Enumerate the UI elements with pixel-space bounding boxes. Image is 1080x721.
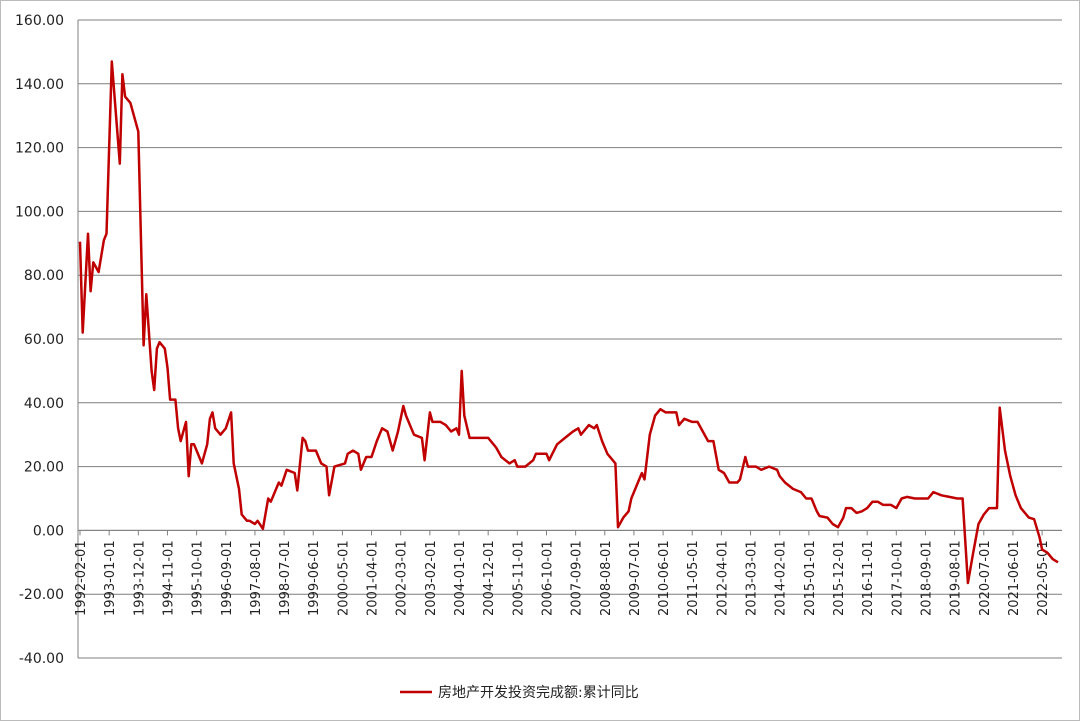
y-tick-label: 120.00 — [15, 141, 64, 157]
x-tick-label: 2017-10-01 — [890, 540, 905, 616]
x-tick-label: 2016-11-01 — [861, 540, 876, 616]
legend-label: 房地产开发投资完成额:累计同比 — [438, 685, 639, 701]
x-tick-label: 2018-09-01 — [919, 540, 934, 616]
x-tick-label: 2002-03-01 — [395, 540, 410, 616]
x-tick-label: 2019-08-01 — [949, 540, 964, 616]
x-tick-label: 2010-06-01 — [657, 540, 672, 616]
x-tick-label: 2000-05-01 — [336, 540, 351, 616]
x-tick-label: 1995-10-01 — [191, 540, 206, 616]
x-tick-label: 2012-04-01 — [715, 540, 730, 616]
x-tick-label: 2015-12-01 — [832, 540, 847, 616]
x-tick-label: 1997-08-01 — [249, 540, 264, 616]
x-tick-label: 1993-01-01 — [103, 540, 118, 616]
x-tick-label: 2013-03-01 — [745, 540, 760, 616]
x-tick-label: 1996-09-01 — [220, 540, 235, 616]
x-tick-label: 2008-08-01 — [599, 540, 614, 616]
x-tick-label: 2004-12-01 — [482, 540, 497, 616]
y-tick-label: 80.00 — [24, 268, 64, 284]
data-line — [78, 60, 1059, 585]
x-tick-label: 2014-02-01 — [774, 540, 789, 616]
x-tick-label: 1994-11-01 — [161, 540, 176, 616]
x-tick-label: 1998-07-01 — [278, 540, 293, 616]
x-tick-label: 1992-02-01 — [74, 540, 89, 616]
x-tick-label: 2022-05-01 — [1036, 540, 1051, 616]
x-tick-label: 2021-06-01 — [1007, 540, 1022, 616]
x-tick-label: 2003-02-01 — [424, 540, 439, 616]
x-tick-label: 2004-01-01 — [453, 540, 468, 616]
y-tick-label: 60.00 — [24, 332, 64, 348]
x-tick-label: 2001-04-01 — [366, 540, 381, 616]
x-tick-label: 2020-07-01 — [978, 540, 993, 616]
x-tick-label: 2005-11-01 — [511, 540, 526, 616]
x-tick-label: 2015-01-01 — [803, 540, 818, 616]
y-tick-label: -40.00 — [19, 651, 64, 667]
x-tick-label: 2006-10-01 — [540, 540, 555, 616]
x-tick-label: 2011-05-01 — [686, 540, 701, 616]
x-tick-label: 2009-07-01 — [628, 540, 643, 616]
y-tick-label: 100.00 — [15, 204, 64, 220]
x-tick-label: 1993-12-01 — [132, 540, 147, 616]
y-tick-label: 0.00 — [33, 523, 64, 539]
y-tick-label: 140.00 — [15, 77, 64, 93]
y-tick-label: 40.00 — [24, 396, 64, 412]
x-tick-label: 2007-09-01 — [570, 540, 585, 616]
y-tick-label: 160.00 — [15, 13, 64, 29]
y-tick-label: 20.00 — [24, 460, 64, 476]
x-tick-label: 1999-06-01 — [307, 540, 322, 616]
y-tick-label: -20.00 — [19, 587, 64, 603]
